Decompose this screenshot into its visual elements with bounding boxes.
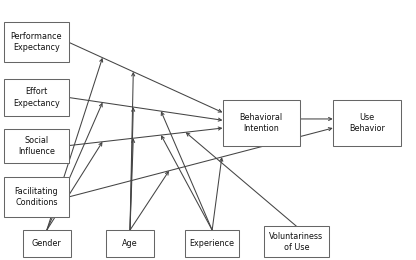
FancyBboxPatch shape [106,230,154,257]
FancyBboxPatch shape [4,129,69,162]
FancyBboxPatch shape [223,100,300,146]
FancyBboxPatch shape [264,226,329,257]
Text: Gender: Gender [32,239,62,248]
Text: Effort
Expectancy: Effort Expectancy [13,87,60,108]
FancyBboxPatch shape [23,230,71,257]
Text: Facilitating
Conditions: Facilitating Conditions [15,187,58,207]
Text: Performance
Expectancy: Performance Expectancy [11,32,62,52]
Text: Voluntariness
of Use: Voluntariness of Use [269,232,324,252]
FancyBboxPatch shape [333,100,401,146]
FancyBboxPatch shape [185,230,239,257]
FancyBboxPatch shape [4,177,69,217]
FancyBboxPatch shape [4,22,69,62]
FancyBboxPatch shape [4,79,69,116]
Text: Use
Behavior: Use Behavior [349,113,385,133]
Text: Experience: Experience [190,239,235,248]
Text: Behavioral
Intention: Behavioral Intention [240,113,282,133]
Text: Social
Influence: Social Influence [18,135,55,156]
Text: Age: Age [122,239,138,248]
